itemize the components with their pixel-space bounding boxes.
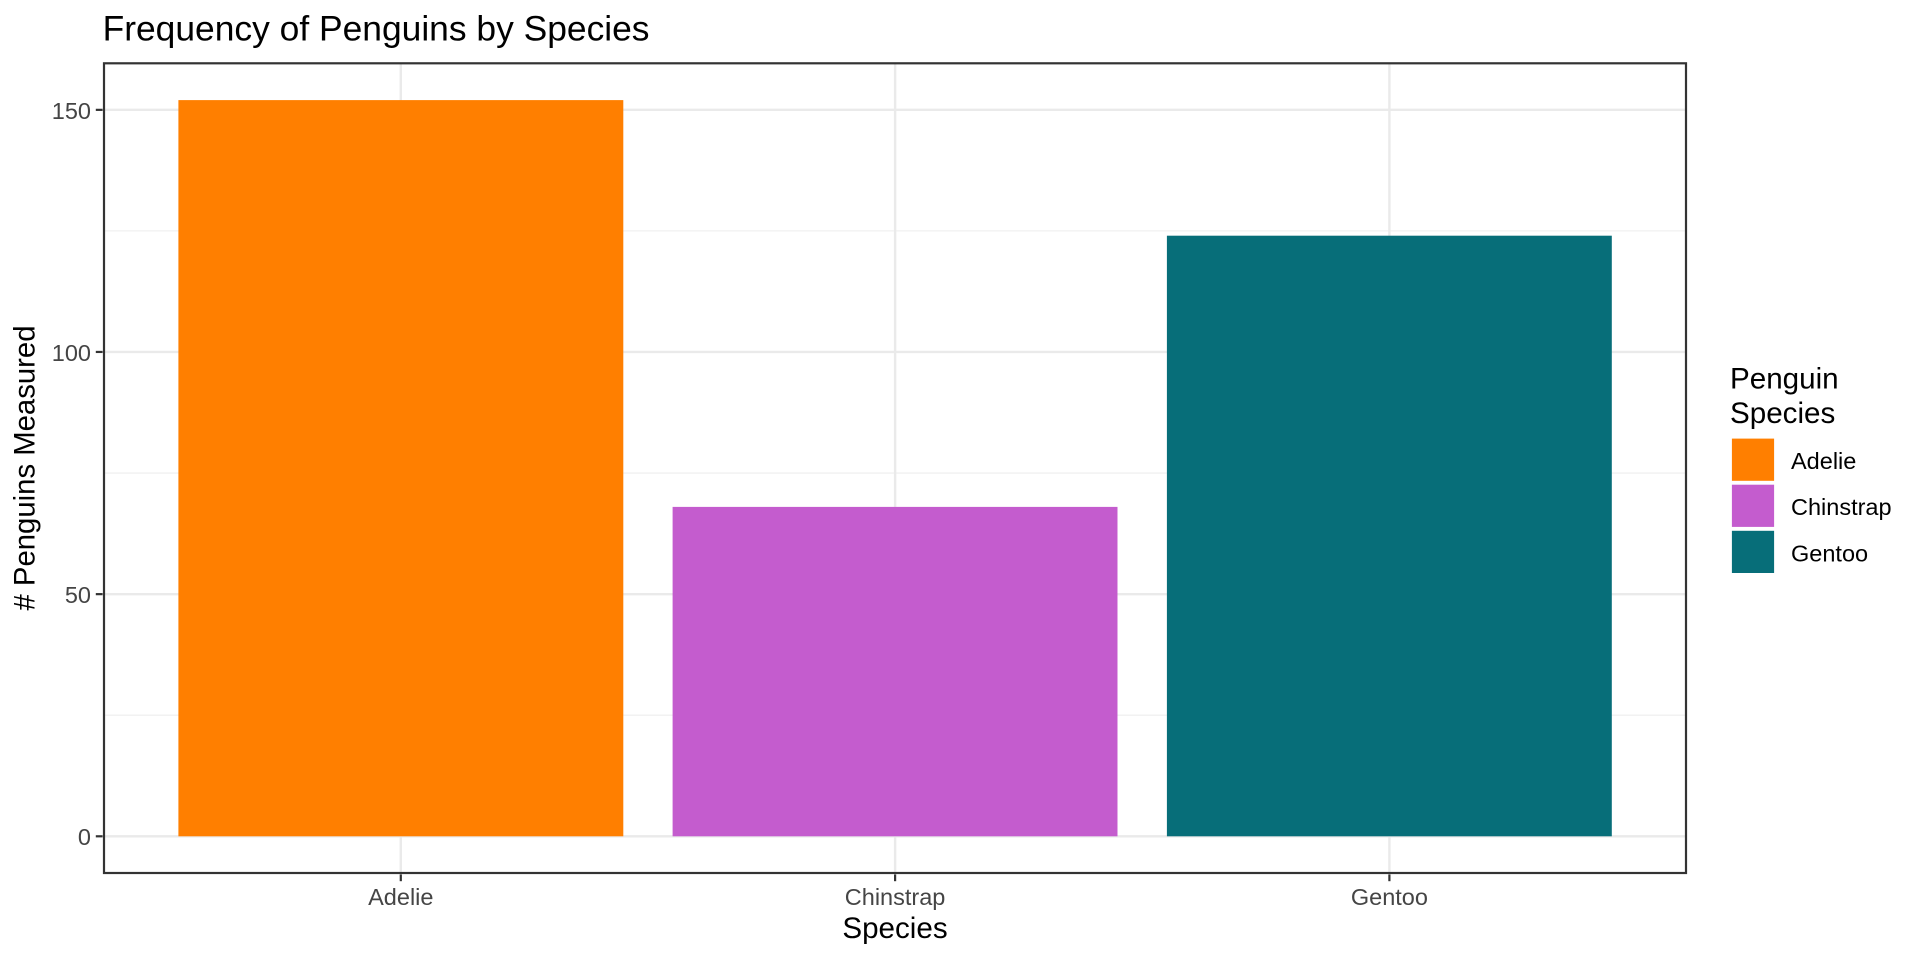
svg-text:Chinstrap: Chinstrap <box>1791 494 1892 520</box>
svg-text:50: 50 <box>65 582 91 608</box>
svg-text:Frequency of Penguins by Speci: Frequency of Penguins by Species <box>103 9 650 49</box>
svg-text:Gentoo: Gentoo <box>1791 540 1868 566</box>
svg-text:Adelie: Adelie <box>1791 448 1856 474</box>
svg-text:Penguin: Penguin <box>1730 363 1839 396</box>
svg-text:Chinstrap: Chinstrap <box>845 884 946 910</box>
svg-text:# Penguins Measured: # Penguins Measured <box>8 325 41 610</box>
svg-text:Species: Species <box>842 912 947 945</box>
svg-text:100: 100 <box>52 340 91 366</box>
svg-text:Species: Species <box>1730 397 1835 430</box>
svg-text:Adelie: Adelie <box>368 884 433 910</box>
svg-text:0: 0 <box>78 824 91 850</box>
svg-text:Gentoo: Gentoo <box>1351 884 1428 910</box>
svg-text:150: 150 <box>52 98 91 124</box>
